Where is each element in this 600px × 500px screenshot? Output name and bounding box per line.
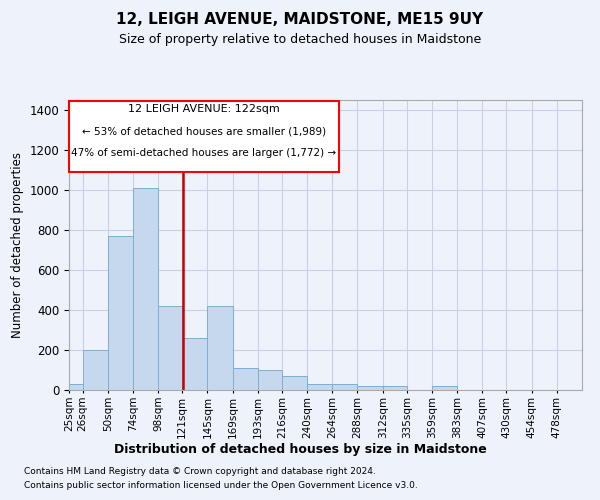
Text: 12 LEIGH AVENUE: 122sqm: 12 LEIGH AVENUE: 122sqm <box>128 104 280 114</box>
FancyBboxPatch shape <box>69 101 338 172</box>
Bar <box>158 306 182 390</box>
Bar <box>358 386 383 390</box>
Text: Size of property relative to detached houses in Maidstone: Size of property relative to detached ho… <box>119 32 481 46</box>
Bar <box>432 386 457 390</box>
Bar <box>83 350 108 390</box>
Text: 12, LEIGH AVENUE, MAIDSTONE, ME15 9UY: 12, LEIGH AVENUE, MAIDSTONE, ME15 9UY <box>116 12 484 28</box>
Bar <box>332 384 358 390</box>
Bar <box>307 384 332 390</box>
Bar <box>182 338 208 390</box>
Text: Distribution of detached houses by size in Maidstone: Distribution of detached houses by size … <box>113 442 487 456</box>
Text: Contains HM Land Registry data © Crown copyright and database right 2024.: Contains HM Land Registry data © Crown c… <box>24 468 376 476</box>
Bar <box>233 368 258 390</box>
Bar <box>69 384 83 390</box>
Text: Contains public sector information licensed under the Open Government Licence v3: Contains public sector information licen… <box>24 481 418 490</box>
Text: ← 53% of detached houses are smaller (1,989): ← 53% of detached houses are smaller (1,… <box>82 126 326 136</box>
Bar <box>133 188 158 390</box>
Bar <box>258 370 282 390</box>
Text: 47% of semi-detached houses are larger (1,772) →: 47% of semi-detached houses are larger (… <box>71 148 337 158</box>
Bar <box>282 376 307 390</box>
Bar <box>383 386 407 390</box>
Bar <box>208 306 233 390</box>
Y-axis label: Number of detached properties: Number of detached properties <box>11 152 24 338</box>
Bar <box>108 236 133 390</box>
